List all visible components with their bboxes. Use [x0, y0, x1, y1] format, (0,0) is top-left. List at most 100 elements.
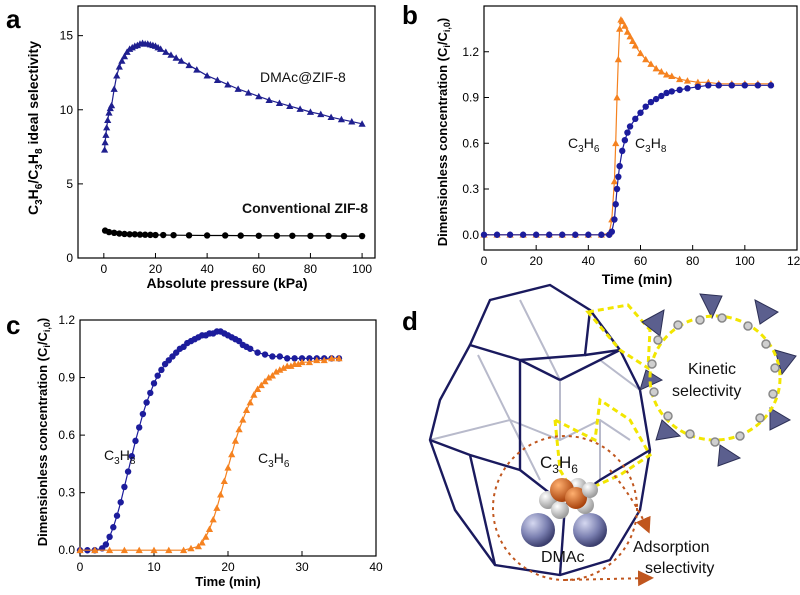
chart-a-point: [255, 92, 263, 100]
chart-a-point: [265, 96, 273, 104]
chart-b-point: [657, 67, 665, 75]
chart-a-xtick-label: 80: [304, 262, 318, 276]
chart-c-point: [257, 381, 265, 389]
chart-b-marks: [480, 16, 775, 238]
chart-c-point: [287, 362, 295, 369]
chart-b-point: [668, 72, 676, 80]
chart-a-point: [222, 232, 229, 239]
chart-c-point: [320, 356, 328, 364]
chart-a-point: [105, 228, 113, 236]
chart-a-point: [157, 45, 165, 52]
chart-c-point: [213, 504, 221, 511]
chart-b-ytick-label: 1.2: [462, 45, 479, 59]
label-kinetic-line2: selectivity: [672, 383, 741, 400]
chart-c-point: [305, 358, 313, 366]
chart-b-point: [741, 82, 749, 89]
label-adsorption-line1: Adsorption: [633, 539, 710, 556]
chart-c-point: [313, 356, 321, 364]
panel-label-b: b: [402, 0, 418, 30]
chart-a-ytick-label: 15: [60, 29, 74, 43]
chart-a-point: [102, 131, 110, 138]
chart-b-point: [642, 55, 650, 63]
dmac-molecule: [521, 513, 607, 547]
chart-b-point: [684, 85, 691, 92]
chart-c-axes: 0 10 20 30 40 0.0 0.3 0.6 0.9 1.2: [58, 313, 383, 574]
chart-a-point: [289, 232, 296, 239]
chart-b-point: [715, 82, 722, 89]
chart-a-frame: [77, 5, 376, 259]
chart-a-point: [162, 48, 170, 55]
chart-b-ytick-label: 0.9: [462, 91, 479, 105]
chart-b-xlabel: Time (min): [602, 271, 673, 287]
chart-a-point: [358, 120, 366, 127]
chart-b-point: [631, 42, 639, 49]
chart-b-xtick-label: 100: [735, 254, 755, 268]
chart-c-point: [279, 364, 288, 371]
chart-b-point: [615, 173, 622, 180]
chart-a: 0 20 40 60 80 100 0 5 10 15 Absolute pressure (kP…: [25, 5, 376, 291]
chart-a-point: [101, 146, 109, 153]
chart-b-point: [621, 22, 629, 29]
chart-b-xtick-label: 0: [481, 254, 488, 268]
chart-b-point: [623, 28, 632, 35]
chart-a-ytick-label: 0: [66, 251, 73, 265]
chart-c-point: [202, 533, 210, 540]
chart-c-point: [165, 546, 173, 554]
chart-a-xtick-label: 40: [200, 262, 214, 276]
chart-a-point: [193, 66, 201, 73]
label-dmac: DMAc: [541, 549, 585, 566]
chart-a-ytick-label: 5: [66, 177, 73, 191]
chart-a-point: [348, 118, 356, 125]
chart-b-point: [652, 95, 660, 103]
chart-c-point: [246, 398, 254, 406]
chart-c-xtick-label: 20: [221, 560, 235, 574]
chart-b-xtick-label: 120: [787, 254, 800, 268]
chart-b-point: [614, 55, 622, 63]
chart-a-point: [110, 85, 118, 92]
chart-a-point: [131, 231, 139, 238]
chart-a-point: [105, 109, 113, 116]
chart-c-point: [284, 355, 291, 362]
chart-b-point: [519, 231, 527, 238]
chart-a-xlabel: Absolute pressure (kPa): [146, 275, 307, 291]
chart-b-point: [652, 64, 660, 72]
chart-a-point: [170, 231, 177, 239]
chart-b-point: [585, 231, 592, 238]
chart-b-point: [598, 231, 605, 238]
chart-a-point: [177, 57, 185, 64]
chart-a-point: [358, 232, 366, 240]
chart-b-xtick-label: 60: [634, 254, 648, 268]
chart-a-point: [185, 232, 193, 239]
arrow-adsorption-2: [564, 570, 654, 587]
label-adsorption-line2: selectivity: [645, 560, 714, 577]
chart-b-point: [608, 228, 616, 235]
chart-b-point: [616, 162, 623, 170]
chart-a-point: [107, 101, 116, 109]
chart-a-point: [160, 231, 167, 239]
chart-c-point: [228, 450, 236, 458]
panel-label-d: d: [402, 306, 418, 336]
chart-b-point: [767, 82, 775, 89]
chart-b-ytick-label: 0.6: [462, 136, 479, 150]
chart-c-point: [154, 372, 161, 379]
chart-c-point: [217, 491, 225, 498]
chart-c-point: [335, 354, 343, 362]
cage-window-dashed: [553, 397, 652, 497]
chart-b-xtick-label: 40: [582, 254, 596, 268]
chart-a-point: [296, 105, 304, 112]
chart-a-axes: 0 20 40 60 80 100 0 5 10 15: [60, 5, 376, 276]
chart-b-point: [613, 93, 621, 101]
chart-c-point: [150, 380, 158, 387]
chart-c-point: [276, 366, 284, 373]
chart-c-point: [261, 351, 269, 358]
chart-a-point: [275, 99, 284, 106]
chart-c-point: [254, 349, 261, 356]
chart-c-point: [291, 355, 298, 362]
chart-c-point: [298, 358, 306, 366]
chart-a-point: [103, 123, 111, 131]
chart-b-point: [658, 92, 665, 100]
chart-b-point: [626, 123, 634, 130]
chart-b-point: [647, 98, 655, 106]
chart-c-point: [198, 538, 206, 546]
cage-window-dashed-top: [585, 303, 652, 371]
